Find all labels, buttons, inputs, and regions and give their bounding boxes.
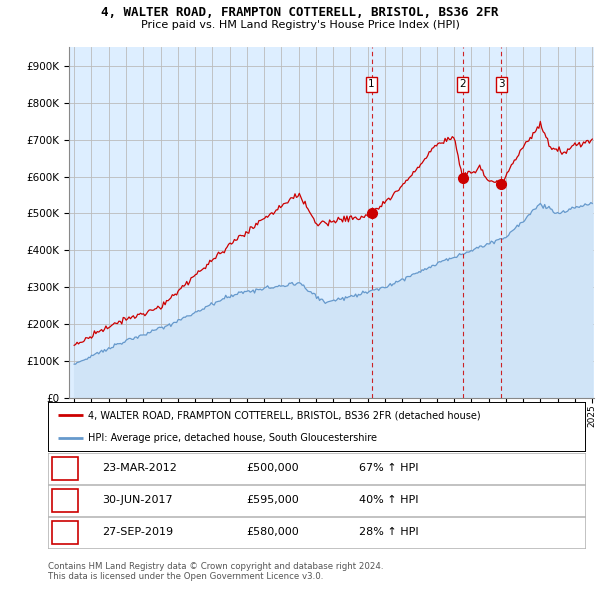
Text: 1: 1 xyxy=(368,79,375,89)
Text: 1: 1 xyxy=(62,464,68,473)
Text: £595,000: £595,000 xyxy=(247,496,299,505)
Text: 67% ↑ HPI: 67% ↑ HPI xyxy=(359,464,419,473)
Text: 28% ↑ HPI: 28% ↑ HPI xyxy=(359,527,419,537)
Text: 3: 3 xyxy=(498,79,505,89)
Text: This data is licensed under the Open Government Licence v3.0.: This data is licensed under the Open Gov… xyxy=(48,572,323,581)
FancyBboxPatch shape xyxy=(52,489,78,512)
Text: Price paid vs. HM Land Registry's House Price Index (HPI): Price paid vs. HM Land Registry's House … xyxy=(140,20,460,30)
Text: £500,000: £500,000 xyxy=(247,464,299,473)
Text: 4, WALTER ROAD, FRAMPTON COTTERELL, BRISTOL, BS36 2FR: 4, WALTER ROAD, FRAMPTON COTTERELL, BRIS… xyxy=(101,6,499,19)
Text: 2: 2 xyxy=(459,79,466,89)
Text: 27-SEP-2019: 27-SEP-2019 xyxy=(102,527,173,537)
Text: 4, WALTER ROAD, FRAMPTON COTTERELL, BRISTOL, BS36 2FR (detached house): 4, WALTER ROAD, FRAMPTON COTTERELL, BRIS… xyxy=(88,411,481,421)
Text: £580,000: £580,000 xyxy=(247,527,299,537)
FancyBboxPatch shape xyxy=(52,520,78,544)
Text: Contains HM Land Registry data © Crown copyright and database right 2024.: Contains HM Land Registry data © Crown c… xyxy=(48,562,383,571)
Text: 40% ↑ HPI: 40% ↑ HPI xyxy=(359,496,419,505)
Text: 2: 2 xyxy=(62,496,69,505)
Text: 3: 3 xyxy=(62,527,68,537)
Text: 30-JUN-2017: 30-JUN-2017 xyxy=(102,496,172,505)
FancyBboxPatch shape xyxy=(52,457,78,480)
Text: HPI: Average price, detached house, South Gloucestershire: HPI: Average price, detached house, Sout… xyxy=(88,432,377,442)
Text: 23-MAR-2012: 23-MAR-2012 xyxy=(102,464,176,473)
